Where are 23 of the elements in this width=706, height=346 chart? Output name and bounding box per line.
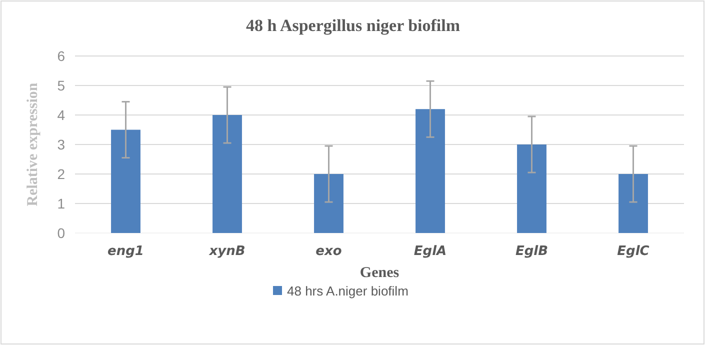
x-tick-label: EglC	[617, 244, 650, 259]
y-axis-title: Relative expression	[25, 82, 41, 206]
y-tick-label: 3	[57, 136, 66, 152]
legend-label: 48 hrs A.niger biofilm	[287, 284, 408, 299]
y-tick-label: 6	[57, 48, 66, 64]
y-tick-label: 4	[57, 106, 66, 123]
bar	[618, 174, 648, 233]
y-tick-label: 2	[57, 166, 66, 182]
x-axis-title: Genes	[360, 265, 400, 281]
y-tick-label: 5	[57, 77, 66, 94]
bar	[517, 144, 546, 233]
bar	[416, 109, 445, 233]
x-tick-label: EglB	[515, 244, 548, 259]
y-tick-label: 0	[57, 224, 66, 241]
chart-title: 48 h Aspergillus niger biofilm	[246, 16, 460, 35]
x-tick-label: EglA	[414, 244, 447, 259]
bar	[314, 174, 344, 233]
x-tick-label: xynB	[208, 244, 246, 259]
bar	[111, 130, 140, 233]
x-tick-label: eng1	[108, 244, 144, 259]
y-tick-label: 1	[57, 195, 66, 212]
bar	[212, 115, 242, 233]
x-tick-label: exo	[316, 244, 342, 259]
